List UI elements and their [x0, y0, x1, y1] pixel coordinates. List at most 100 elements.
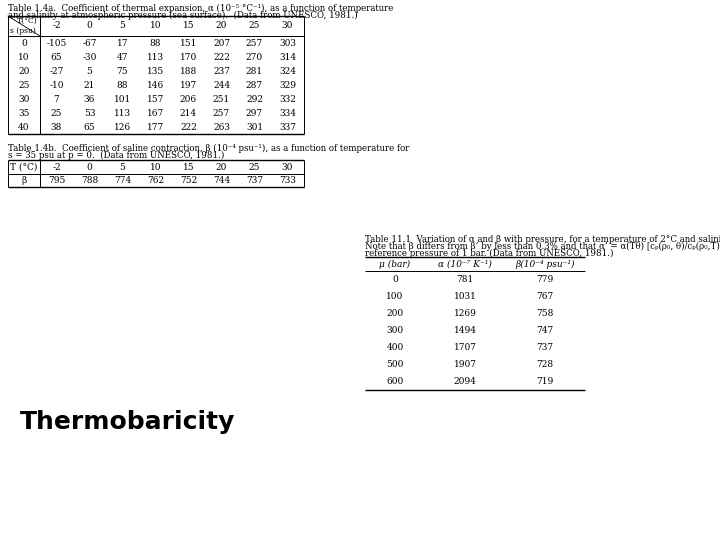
Text: 214: 214 — [180, 109, 197, 118]
Text: -10: -10 — [49, 80, 64, 90]
Text: -67: -67 — [82, 38, 96, 48]
Text: 207: 207 — [213, 38, 230, 48]
Text: Thermobaricity: Thermobaricity — [20, 410, 235, 434]
Text: reference pressure of 1 bar. (Data from UNESCO, 1981.): reference pressure of 1 bar. (Data from … — [365, 249, 613, 258]
Text: 47: 47 — [117, 52, 128, 62]
Text: 40: 40 — [18, 123, 30, 132]
Text: 303: 303 — [279, 38, 296, 48]
Text: -27: -27 — [49, 66, 63, 76]
Text: Note that β differs from β’ by less than 0.3% and that α’ = α(Tθ) [cₚ(ρ₀, θ)/cₚ(: Note that β differs from β’ by less than… — [365, 242, 720, 251]
Text: 251: 251 — [213, 94, 230, 104]
Text: -30: -30 — [82, 52, 96, 62]
Text: s = 35 psu at p = 0.  (Data from UNESCO, 1981.): s = 35 psu at p = 0. (Data from UNESCO, … — [8, 151, 225, 160]
Text: 21: 21 — [84, 80, 95, 90]
Text: 20: 20 — [216, 22, 228, 30]
Text: 30: 30 — [282, 163, 293, 172]
Text: 151: 151 — [180, 38, 197, 48]
Text: 292: 292 — [246, 94, 263, 104]
Text: 600: 600 — [387, 377, 404, 386]
Text: 135: 135 — [147, 66, 164, 76]
Text: Table 11.1  Variation of α and β with pressure, for a temperature of 2°C and sal: Table 11.1 Variation of α and β with pre… — [365, 235, 720, 244]
Text: 400: 400 — [387, 343, 404, 352]
Text: 30: 30 — [282, 22, 293, 30]
Text: 300: 300 — [387, 326, 404, 335]
Text: 779: 779 — [536, 275, 554, 284]
Text: 334: 334 — [279, 109, 296, 118]
Text: 263: 263 — [213, 123, 230, 132]
Text: 20: 20 — [216, 163, 228, 172]
Text: 188: 188 — [180, 66, 197, 76]
Text: 0: 0 — [21, 38, 27, 48]
Text: 25: 25 — [248, 22, 260, 30]
Text: 719: 719 — [536, 377, 554, 386]
Text: μ (bar): μ (bar) — [379, 259, 410, 268]
Text: 88: 88 — [150, 38, 161, 48]
Text: 170: 170 — [180, 52, 197, 62]
Text: -2: -2 — [52, 163, 60, 172]
Text: 17: 17 — [117, 38, 128, 48]
Text: 257: 257 — [213, 109, 230, 118]
Text: 737: 737 — [536, 343, 554, 352]
Text: 1907: 1907 — [454, 360, 477, 369]
Text: 270: 270 — [246, 52, 263, 62]
Text: 5: 5 — [86, 66, 92, 76]
Text: 297: 297 — [246, 109, 263, 118]
Text: 314: 314 — [279, 52, 296, 62]
Text: 1494: 1494 — [454, 326, 477, 335]
Text: 113: 113 — [147, 52, 164, 62]
Text: 25: 25 — [50, 109, 62, 118]
Text: 795: 795 — [48, 176, 66, 185]
Text: 35: 35 — [18, 109, 30, 118]
Text: 744: 744 — [213, 176, 230, 185]
Text: 197: 197 — [180, 80, 197, 90]
Text: 324: 324 — [279, 66, 296, 76]
Text: 100: 100 — [387, 292, 404, 301]
Text: 1269: 1269 — [454, 309, 477, 318]
Text: 767: 767 — [536, 292, 554, 301]
Text: T (°C): T (°C) — [10, 163, 37, 172]
Text: β: β — [22, 176, 27, 185]
Text: 0: 0 — [86, 163, 92, 172]
Text: 762: 762 — [147, 176, 164, 185]
Text: 1031: 1031 — [454, 292, 477, 301]
Text: 788: 788 — [81, 176, 98, 185]
Text: 200: 200 — [387, 309, 404, 318]
Text: 257: 257 — [246, 38, 263, 48]
Text: 737: 737 — [246, 176, 263, 185]
Text: β(10⁻⁴ psu⁻¹): β(10⁻⁴ psu⁻¹) — [516, 259, 575, 268]
Text: -2: -2 — [52, 22, 60, 30]
Text: 75: 75 — [117, 66, 128, 76]
Text: 5: 5 — [120, 163, 125, 172]
Text: 65: 65 — [84, 123, 95, 132]
Text: 337: 337 — [279, 123, 296, 132]
Text: 781: 781 — [456, 275, 474, 284]
Text: 2094: 2094 — [454, 377, 477, 386]
Text: 0: 0 — [86, 22, 92, 30]
Text: s (psu): s (psu) — [10, 27, 36, 35]
Text: 329: 329 — [279, 80, 296, 90]
Text: 30: 30 — [18, 94, 30, 104]
Text: 222: 222 — [180, 123, 197, 132]
Text: 157: 157 — [147, 94, 164, 104]
Text: T(°C): T(°C) — [17, 17, 38, 25]
Text: and salinity at atmospheric pressure (sea surface).  (Data from UNESCO, 1981.): and salinity at atmospheric pressure (se… — [8, 11, 358, 20]
Text: 301: 301 — [246, 123, 263, 132]
Text: 747: 747 — [536, 326, 554, 335]
Text: 10: 10 — [150, 22, 161, 30]
Text: 733: 733 — [279, 176, 296, 185]
Text: 25: 25 — [18, 80, 30, 90]
Text: 7: 7 — [53, 94, 59, 104]
Text: 126: 126 — [114, 123, 131, 132]
Text: 244: 244 — [213, 80, 230, 90]
Text: 25: 25 — [248, 163, 260, 172]
Text: 53: 53 — [84, 109, 95, 118]
Text: 146: 146 — [147, 80, 164, 90]
Text: 65: 65 — [50, 52, 63, 62]
Text: 206: 206 — [180, 94, 197, 104]
Text: 38: 38 — [51, 123, 62, 132]
Text: 88: 88 — [117, 80, 128, 90]
Text: Table 1.4a.  Coefficient of thermal expansion, α (10⁻⁵ °C⁻¹), as a function of t: Table 1.4a. Coefficient of thermal expan… — [8, 4, 393, 13]
Text: 15: 15 — [183, 163, 194, 172]
Text: 758: 758 — [536, 309, 554, 318]
Text: 1707: 1707 — [454, 343, 477, 352]
